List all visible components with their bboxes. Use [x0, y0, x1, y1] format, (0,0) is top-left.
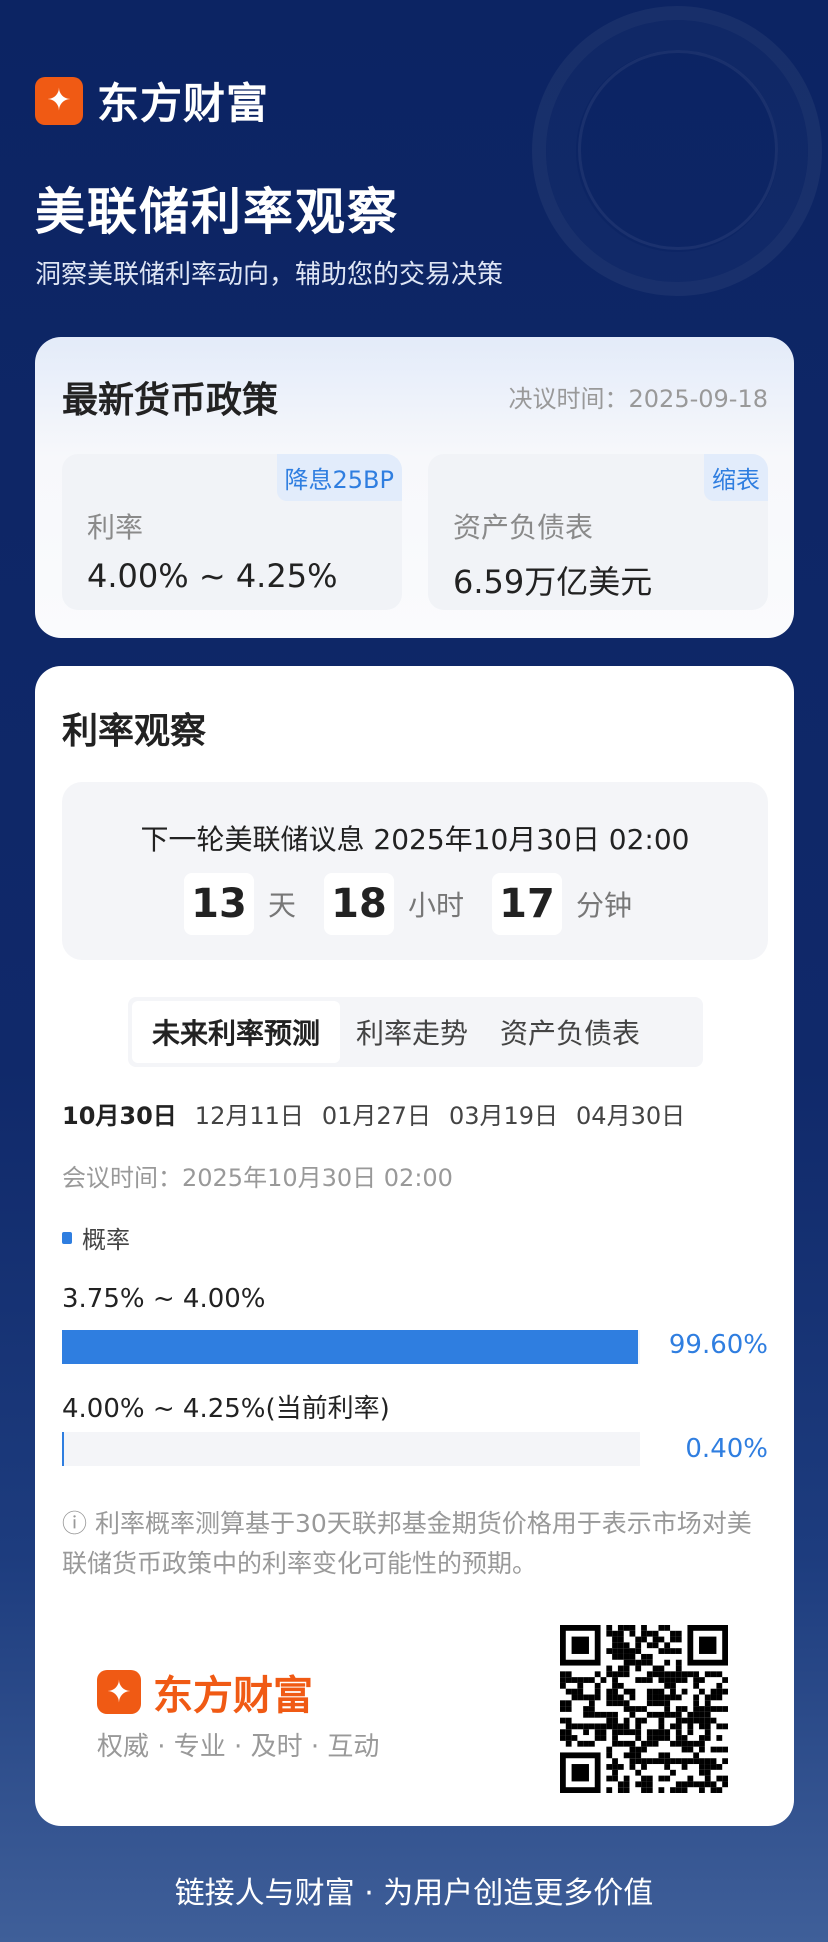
policy-heading: 最新货币政策 — [62, 380, 279, 421]
balance-badge: 缩表 — [704, 454, 768, 501]
qr-code — [560, 1625, 728, 1793]
meeting-date-selector: 10月30日 12月11日 01月27日 03月19日 04月30日 — [62, 1096, 768, 1131]
date-tab[interactable]: 01月27日 — [321, 1102, 431, 1130]
balance-label: 资产负债表 — [453, 511, 594, 544]
countdown-days: 13 — [183, 873, 254, 935]
legend-label: 概率 — [82, 1226, 130, 1254]
probability-note: ⓘ 利率概率测算基于30天联邦基金期货价格用于表示市场对美联储货币政策中的利率变… — [62, 1504, 767, 1584]
footer-slogan: 链接人与财富 · 为用户创造更多价值 — [174, 1876, 654, 1911]
seal-ring-decoration — [578, 50, 778, 250]
range-label: 3.75% ~ 4.00% — [62, 1284, 266, 1314]
date-tab[interactable]: 12月11日 — [194, 1102, 304, 1130]
probability-value: 0.40% — [685, 1434, 768, 1464]
latest-policy-card: 最新货币政策 决议时间：2025-09-18 降息25BP 利率 4.00% ~… — [35, 337, 794, 638]
rate-watch-card: 利率观察 下一轮美联储议息 2025年10月30日 02:00 13 天 18 … — [35, 666, 794, 1826]
brand-logo-text: 东方财富 — [153, 1673, 313, 1719]
page-subtitle: 洞察美联储利率动向，辅助您的交易决策 — [35, 260, 504, 290]
countdown-minutes: 17 — [492, 873, 562, 935]
tab-rate-trend[interactable]: 利率走势 — [356, 1017, 469, 1050]
next-meeting-text: 下一轮美联储议息 2025年10月30日 02:00 — [140, 823, 690, 856]
info-icon: ⓘ — [62, 1509, 95, 1538]
tab-bar: 未来利率预测 利率走势 资产负债表 — [128, 997, 703, 1067]
eastmoney-logo-icon: ✦ — [35, 76, 83, 125]
eastmoney-logo-icon: ✦ — [97, 1670, 141, 1714]
balance-value: 6.59万亿美元 — [453, 563, 653, 601]
rate-value: 4.00% ~ 4.25% — [87, 557, 338, 595]
date-tab[interactable]: 04月30日 — [576, 1102, 686, 1130]
range-label: 4.00% ~ 4.25%(当前利率) — [62, 1394, 390, 1424]
logo-text: 东方财富 — [97, 79, 270, 128]
page-title: 美联储利率观察 — [35, 183, 399, 241]
minutes-unit: 分钟 — [576, 889, 633, 922]
meeting-time: 会议时间：2025年10月30日 02:00 — [62, 1164, 453, 1192]
countdown-panel: 下一轮美联储议息 2025年10月30日 02:00 13 天 18 小时 17… — [62, 782, 768, 960]
date-tab[interactable]: 10月30日 — [62, 1102, 177, 1130]
legend: 概率 — [62, 1220, 130, 1255]
tab-balance-sheet[interactable]: 资产负债表 — [500, 1017, 641, 1050]
note-text: 利率概率测算基于30天联邦基金期货价格用于表示市场对美联储货币政策中的利率变化可… — [62, 1509, 752, 1578]
rate-label: 利率 — [87, 511, 144, 544]
rate-card: 降息25BP 利率 4.00% ~ 4.25% — [62, 454, 402, 610]
tab-future-rate-forecast[interactable]: 未来利率预测 — [132, 1001, 341, 1063]
balance-sheet-card: 缩表 资产负债表 6.59万亿美元 — [428, 454, 768, 610]
decision-time: 决议时间：2025-09-18 — [508, 385, 768, 413]
probability-bar — [62, 1432, 65, 1466]
probability-bar-track — [62, 1330, 640, 1364]
hours-unit: 小时 — [407, 889, 464, 922]
date-tab[interactable]: 03月19日 — [448, 1102, 559, 1130]
brand-logo: ✦ 东方财富 — [97, 1663, 313, 1721]
probability-value: 99.60% — [668, 1330, 768, 1360]
watch-heading: 利率观察 — [62, 711, 207, 752]
rate-badge: 降息25BP — [276, 454, 402, 501]
days-unit: 天 — [267, 889, 296, 922]
countdown-hours: 18 — [323, 873, 394, 935]
legend-swatch — [62, 1231, 72, 1244]
brand-tagline: 权威 · 专业 · 及时 · 互动 — [97, 1732, 380, 1762]
app-logo: ✦ 东方财富 — [35, 70, 269, 131]
probability-bar — [62, 1330, 638, 1364]
probability-bar-track — [62, 1432, 640, 1466]
